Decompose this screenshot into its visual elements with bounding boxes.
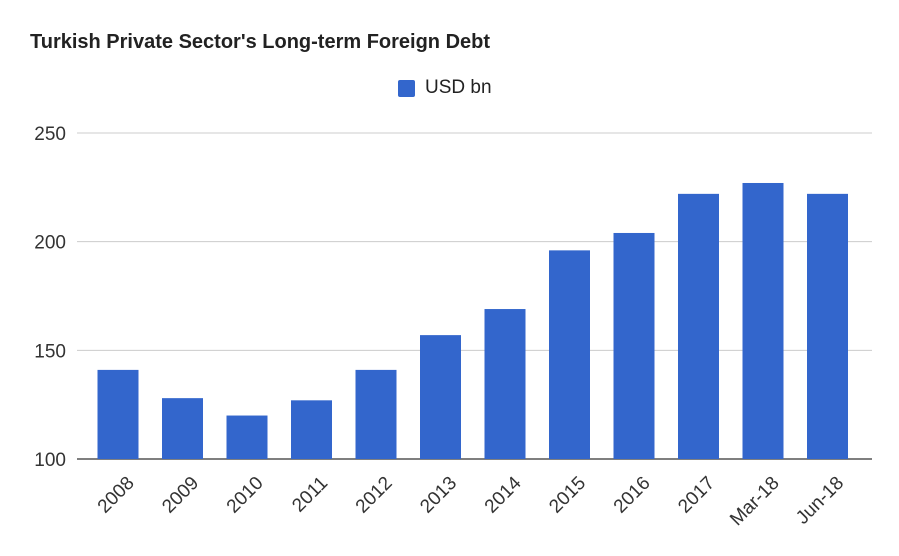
y-tick-label-150: 150 bbox=[34, 341, 66, 362]
bar-2015 bbox=[549, 250, 590, 459]
y-tick-labels: 100 150 200 250 bbox=[34, 124, 66, 471]
chart-title: Turkish Private Sector's Long-term Forei… bbox=[30, 31, 491, 53]
legend: USD bn bbox=[398, 77, 492, 99]
legend-swatch bbox=[398, 79, 415, 97]
bar-2011 bbox=[291, 400, 332, 459]
bar-Mar-18 bbox=[742, 182, 784, 459]
y-tick-label-200: 200 bbox=[34, 233, 66, 254]
x-tick-label-2010: 2010 bbox=[223, 473, 268, 518]
bar-2010 bbox=[226, 415, 268, 459]
y-tick-label-100: 100 bbox=[34, 450, 66, 471]
x-tick-label-Mar-18: Mar-18 bbox=[726, 473, 783, 530]
bar-2009 bbox=[162, 398, 203, 459]
legend-label-usd-bn: USD bn bbox=[425, 77, 492, 98]
bar-2014 bbox=[484, 309, 526, 459]
bar-2016 bbox=[613, 232, 655, 459]
bar-2013 bbox=[420, 335, 461, 459]
x-tick-label-2011: 2011 bbox=[288, 473, 332, 517]
bar-Jun-18 bbox=[807, 193, 848, 459]
bar-2008 bbox=[97, 369, 139, 459]
bars bbox=[97, 182, 848, 459]
bar-2017 bbox=[678, 193, 719, 459]
x-tick-labels: 2008 2009 2010 2011 2012 2013 2014 2015 2016 2017… bbox=[94, 472, 848, 530]
bar-2012 bbox=[355, 369, 397, 459]
x-tick-label-2014: 2014 bbox=[481, 472, 526, 517]
x-tick-label-2012: 2012 bbox=[352, 473, 397, 518]
x-tick-label-2015: 2015 bbox=[545, 473, 590, 518]
x-tick-label-2009: 2009 bbox=[158, 473, 203, 518]
gridlines bbox=[77, 132, 872, 460]
x-tick-label-Jun-18: Jun-18 bbox=[792, 473, 848, 529]
x-tick-label-2008: 2008 bbox=[94, 473, 139, 518]
x-tick-label-2013: 2013 bbox=[416, 473, 461, 518]
x-tick-label-2017: 2017 bbox=[674, 473, 719, 518]
y-tick-label-250: 250 bbox=[34, 124, 66, 145]
x-tick-label-2016: 2016 bbox=[610, 473, 655, 518]
